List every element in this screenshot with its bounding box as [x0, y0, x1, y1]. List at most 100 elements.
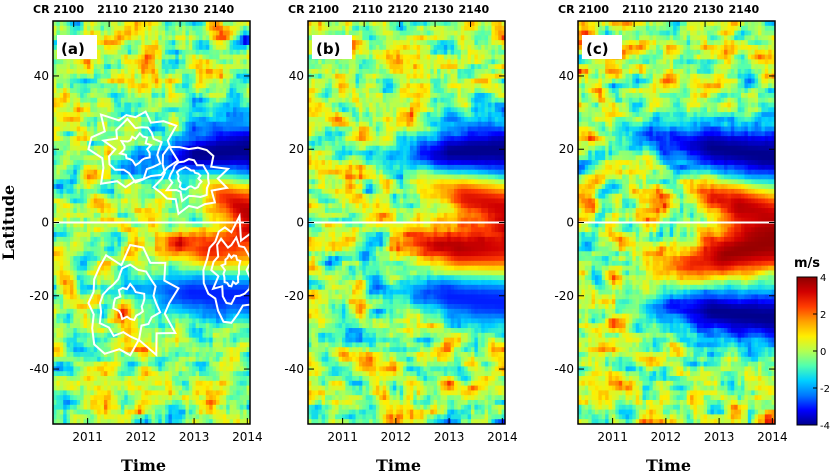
- heatmap-cell: [243, 97, 248, 104]
- heatmap-cell: [53, 54, 57, 60]
- heatmap-cell: [93, 284, 98, 291]
- heatmap-cell: [178, 21, 183, 27]
- heatmap-cell: [219, 21, 224, 27]
- heatmap-cell: [171, 112, 176, 118]
- heatmap-cell: [59, 371, 64, 377]
- heatmap-cell: [148, 184, 153, 190]
- heatmap-cell: [243, 222, 248, 228]
- heatmap-cell: [97, 395, 102, 401]
- heatmap-cell: [80, 59, 85, 65]
- heatmap-cell: [205, 376, 210, 382]
- heatmap-cell: [202, 332, 207, 339]
- heatmap-cell: [56, 371, 61, 377]
- heatmap-cell: [137, 313, 142, 320]
- heatmap-cell: [144, 246, 149, 252]
- heatmap-cell: [246, 160, 250, 166]
- heatmap-cell: [93, 97, 98, 104]
- heatmap-cell: [199, 131, 204, 137]
- heatmap-cell: [69, 174, 74, 180]
- heatmap-cell: [80, 155, 85, 161]
- heatmap-cell: [76, 404, 81, 411]
- heatmap-cell: [209, 337, 214, 344]
- heatmap-cell: [76, 131, 81, 137]
- heatmap-cell: [243, 332, 248, 339]
- heatmap-cell: [243, 102, 248, 108]
- heatmap-cell: [243, 308, 248, 315]
- heatmap-cell: [59, 212, 64, 219]
- heatmap-cell: [324, 21, 329, 27]
- heatmap-cell: [202, 395, 207, 401]
- heatmap-cell: [246, 260, 250, 267]
- heatmap-cell: [127, 174, 132, 180]
- heatmap-cell: [148, 88, 153, 94]
- heatmap-cell: [226, 404, 231, 411]
- heatmap-cell: [110, 59, 115, 65]
- heatmap-cell: [229, 385, 234, 392]
- heatmap-cell: [233, 49, 238, 56]
- heatmap-cell: [56, 78, 61, 84]
- heatmap-cell: [171, 356, 176, 363]
- heatmap-cell: [83, 97, 88, 104]
- heatmap-cell: [63, 64, 68, 70]
- heatmap-cell: [154, 97, 159, 104]
- heatmap-cell: [100, 361, 105, 368]
- heatmap-cell: [114, 328, 119, 334]
- heatmap-cell: [219, 140, 224, 147]
- heatmap-cell: [56, 102, 61, 108]
- heatmap-cell: [144, 217, 149, 224]
- heatmap-cell: [56, 212, 61, 219]
- heatmap-cell: [93, 371, 98, 377]
- heatmap-cell: [199, 54, 204, 60]
- heatmap-cell: [178, 116, 183, 123]
- heatmap-cell: [107, 260, 112, 267]
- heatmap-cell: [151, 347, 156, 353]
- heatmap-cell: [59, 131, 64, 137]
- heatmap-cell: [233, 78, 238, 84]
- heatmap-cell: [178, 222, 183, 228]
- heatmap-cell: [171, 342, 176, 348]
- heatmap-cell: [56, 169, 61, 176]
- heatmap-cell: [97, 270, 102, 276]
- heatmap-cell: [63, 256, 68, 262]
- heatmap-cell: [226, 371, 231, 377]
- heatmap-cell: [154, 140, 159, 147]
- heatmap-cell: [199, 112, 204, 118]
- heatmap-cell: [195, 40, 200, 46]
- heatmap-cell: [83, 116, 88, 123]
- heatmap-cell: [212, 380, 217, 387]
- heatmap-cell: [154, 208, 159, 214]
- heatmap-cell: [243, 390, 248, 396]
- heatmap-cell: [229, 366, 234, 372]
- heatmap-cell: [53, 140, 57, 147]
- heatmap-cell: [93, 289, 98, 296]
- heatmap-cell: [144, 347, 149, 353]
- heatmap-cell: [175, 78, 180, 84]
- heatmap-cell: [93, 404, 98, 411]
- heatmap-cell: [76, 419, 81, 424]
- heatmap-cell: [127, 40, 132, 46]
- heatmap-cell: [154, 88, 159, 94]
- heatmap-cell: [246, 400, 250, 406]
- heatmap-cell: [199, 68, 204, 75]
- heatmap-cell: [93, 121, 98, 128]
- heatmap-cell: [178, 217, 183, 224]
- heatmap-cell: [59, 150, 64, 156]
- heatmap-cell: [83, 308, 88, 315]
- heatmap-cell: [226, 59, 231, 65]
- heatmap-cell: [117, 193, 122, 200]
- heatmap-cell: [151, 414, 156, 420]
- heatmap-cell: [182, 88, 187, 94]
- heatmap-cell: [158, 68, 163, 75]
- heatmap-cell: [161, 83, 166, 89]
- heatmap-cell: [236, 304, 241, 310]
- heatmap-cell: [192, 256, 197, 262]
- heatmap-cell: [144, 160, 149, 166]
- heatmap-cell: [117, 169, 122, 176]
- heatmap-cell: [158, 236, 163, 243]
- heatmap-cell: [195, 332, 200, 339]
- heatmap-cell: [154, 188, 159, 195]
- heatmap-cell: [110, 347, 115, 353]
- heatmap-cell: [93, 323, 98, 329]
- heatmap-cell: [199, 328, 204, 334]
- heatmap-cell: [110, 414, 115, 420]
